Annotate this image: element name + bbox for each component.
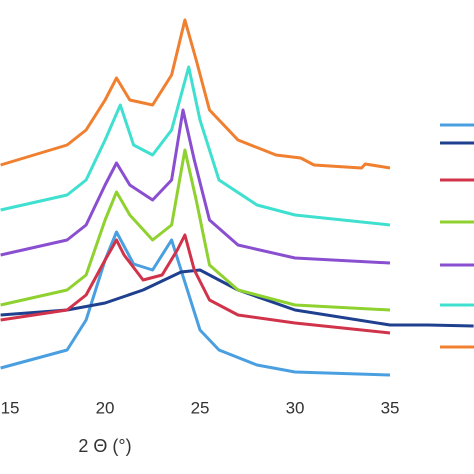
series-line <box>0 18 391 170</box>
series-line <box>0 230 391 377</box>
x-tick-label: 15 <box>1 398 20 417</box>
x-tick-label: 30 <box>286 398 305 417</box>
x-tick-label: 35 <box>381 398 400 417</box>
series-line <box>0 233 391 335</box>
x-tick-label: 25 <box>191 398 210 417</box>
series-line <box>0 268 474 328</box>
series-line <box>0 108 391 265</box>
x-axis-label: 2 Θ (°) <box>78 436 131 456</box>
series-line <box>0 148 391 312</box>
x-tick-label: 20 <box>96 398 115 417</box>
series-line <box>0 65 391 227</box>
